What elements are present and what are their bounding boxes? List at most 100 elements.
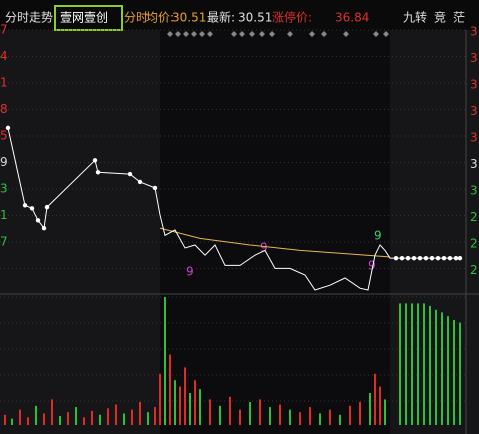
axis-label: 3: [470, 51, 478, 65]
price-dot: [393, 255, 399, 261]
axis-label: 3: [470, 157, 478, 171]
mode[interactable]: 分时: [124, 11, 148, 25]
avg-label: 均价:: [146, 11, 174, 25]
volume-bar: [159, 373, 161, 425]
volume-bar: [289, 409, 291, 425]
volume-bar: [107, 408, 109, 425]
axis-label: 7: [0, 235, 8, 249]
volume-bar: [249, 401, 251, 425]
volume-bar: [75, 407, 77, 425]
volume-bar: [123, 413, 125, 425]
axis-label: 2: [470, 237, 478, 251]
volume-bar: [147, 412, 149, 425]
axis-label: 4: [0, 49, 8, 63]
volume-bar: [154, 407, 156, 425]
markers: [167, 31, 389, 37]
avg-line: [159, 227, 391, 258]
volume-bar: [411, 303, 413, 425]
volume-bar: [219, 405, 221, 425]
limit-label: 涨停价:: [272, 10, 312, 25]
price-dot: [399, 255, 405, 261]
price-dot: [405, 255, 411, 261]
volume-bar: [4, 414, 6, 425]
annotation: 9: [368, 259, 376, 273]
volume-bar: [379, 386, 381, 425]
volume-bar: [83, 417, 85, 425]
volume-bar: [19, 409, 21, 425]
button[interactable]: 茫: [453, 11, 465, 25]
price-dot: [447, 255, 453, 261]
button[interactable]: 竞: [434, 11, 446, 25]
price-dot: [35, 218, 41, 223]
axis-label: 1: [0, 208, 8, 222]
volume-bar: [417, 303, 419, 425]
limit-value: 36.84: [335, 11, 369, 25]
volume-bar: [319, 413, 321, 425]
volume-bar: [359, 401, 361, 425]
stock-name[interactable]: 壹网壹创: [60, 11, 108, 25]
volume-bar: [349, 405, 351, 425]
volume-bar: [299, 412, 301, 425]
volume-bar: [11, 418, 13, 425]
volume-bar: [447, 316, 449, 425]
volume-bar: [269, 407, 271, 425]
volume-bar: [99, 414, 101, 425]
volume-bar: [131, 409, 133, 425]
price-dot: [29, 206, 35, 211]
button[interactable]: 九转: [403, 10, 427, 25]
price-dot: [411, 255, 417, 261]
price-dot: [41, 225, 47, 231]
axis-label: 3: [470, 104, 478, 118]
avg-value: 30.51: [172, 11, 206, 25]
price-dot: [435, 255, 441, 261]
price-dot: [44, 204, 50, 210]
axis-label: 1: [0, 76, 8, 90]
volume-bar: [374, 373, 376, 425]
axis-label: 2: [470, 263, 478, 277]
tab[interactable]: 分时走势: [5, 11, 53, 25]
price-dot: [92, 158, 98, 163]
volume-bar: [189, 393, 191, 425]
price-dot: [417, 255, 423, 261]
volume-bar: [67, 412, 69, 425]
price-dot: [5, 125, 11, 131]
volume-bar: [339, 414, 341, 425]
volume-bar: [43, 413, 45, 425]
price-line: [7, 127, 460, 291]
volume-bar: [405, 303, 407, 425]
axis-label: 3: [470, 184, 478, 198]
volume-bar: [51, 399, 53, 425]
axis-label: 9: [0, 155, 8, 169]
volume-bar: [59, 416, 61, 425]
volume-bar: [384, 399, 386, 425]
last-label: 最新:: [207, 10, 235, 25]
volume-bar: [184, 367, 186, 425]
volume-bar: [329, 409, 331, 425]
last-value: 30.51: [238, 11, 272, 25]
volume-bar: [164, 297, 166, 425]
volume-bar: [441, 312, 443, 425]
volume-bar: [199, 389, 201, 425]
annotation: 9: [186, 265, 194, 279]
volume-bar: [309, 407, 311, 425]
axis-label: 3: [0, 182, 8, 196]
volume-bar: [35, 405, 37, 425]
volume-bar: [27, 417, 29, 425]
volume-bar: [139, 401, 141, 425]
volume-bar: [91, 410, 93, 425]
volume-bar: [399, 303, 401, 425]
price-dot: [22, 203, 28, 208]
volume-bar: [115, 404, 117, 425]
axis-label: 8: [0, 102, 8, 116]
axis-label: 3: [470, 131, 478, 145]
axis-label: 5: [0, 129, 8, 143]
annotation: 9: [260, 241, 268, 255]
volume-bar: [169, 354, 171, 425]
volume-bar: [259, 399, 261, 425]
session-area: [160, 30, 390, 434]
volume-bar: [279, 404, 281, 425]
volume-bar: [429, 305, 431, 425]
price-dot: [95, 170, 101, 175]
volume-bar: [179, 386, 181, 425]
volume-bar: [239, 409, 241, 425]
